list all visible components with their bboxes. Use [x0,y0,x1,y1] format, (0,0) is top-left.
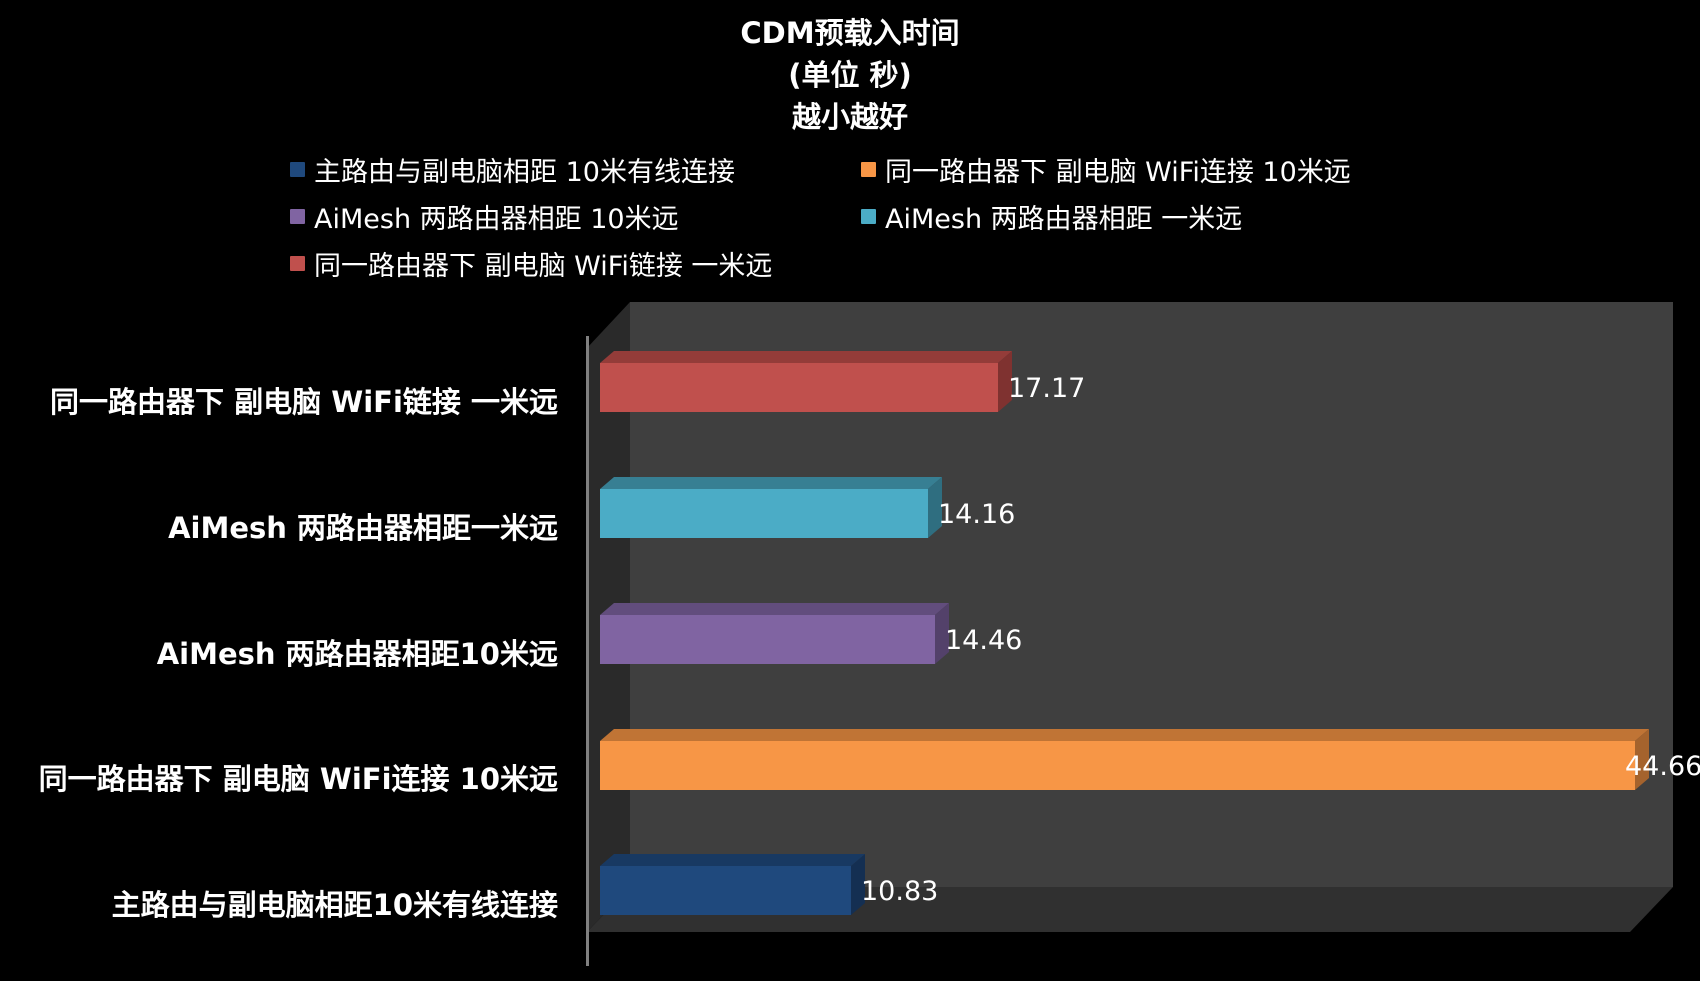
legend-swatch-icon [290,209,305,224]
category-label: 同一路由器下 副电脑 WiFi连接 10米远 [38,762,558,796]
bar-front-face [600,615,935,664]
category-label: 主路由与副电脑相距10米有线连接 [111,888,558,922]
legend-swatch-icon [290,162,305,177]
bar-front-face [600,866,851,915]
bar-side-face [1635,729,1649,790]
legend-item-wifi-10m: 同一路由器下 副电脑 WiFi连接 10米远 [861,150,1351,189]
category-axis-line [586,336,589,966]
data-label: 10.83 [861,876,939,907]
bar-top-face [600,729,1649,741]
bar-side-face [935,603,949,664]
legend-label: AiMesh 两路由器相距 10米远 [314,204,679,235]
bar-top-face [600,477,942,489]
bar-wifi-1m: 17.17 [600,351,1085,412]
legend-label: 主路由与副电脑相距 10米有线连接 [314,157,735,188]
bar-side-face [928,477,942,538]
data-label: 44.66 [1625,751,1700,782]
legend-item-aimesh-10m: AiMesh 两路由器相距 10米远 [290,197,679,236]
data-label: 14.46 [945,625,1023,656]
bar-aimesh-10m: 14.46 [600,603,1022,664]
bar-top-face [600,854,865,866]
legend-swatch-icon [861,209,876,224]
data-label: 17.17 [1008,373,1086,404]
title-line-3: 越小越好 [791,100,908,134]
category-label: AiMesh 两路由器相距10米远 [156,637,558,671]
bar-front-face [600,363,998,412]
bar-side-face [851,854,865,915]
bar-top-face [600,603,949,615]
legend-swatch-icon [290,256,305,271]
legend-label: 同一路由器下 副电脑 WiFi连接 10米远 [885,157,1351,188]
title-line-2: (单位 秒) [788,58,912,92]
bar-front-face [600,741,1635,790]
category-label: AiMesh 两路由器相距一米远 [168,511,558,545]
bar-wifi-10m: 44.66 [600,729,1700,790]
legend-item-wired-10m: 主路由与副电脑相距 10米有线连接 [290,150,735,189]
bar-wired-10m: 10.83 [600,854,938,915]
category-label: 同一路由器下 副电脑 WiFi链接 一米远 [50,385,558,419]
bar-front-face [600,489,928,538]
bar-aimesh-1m: 14.16 [600,477,1015,538]
bar-side-face [998,351,1012,412]
legend-item-wifi-1m: 同一路由器下 副电脑 WiFi链接 一米远 [290,244,772,283]
legend-item-aimesh-1m: AiMesh 两路由器相距 一米远 [861,197,1242,236]
legend-swatch-icon [861,162,876,177]
title-line-1: CDM预载入时间 [740,16,960,50]
legend-label: 同一路由器下 副电脑 WiFi链接 一米远 [314,251,773,282]
legend-label: AiMesh 两路由器相距 一米远 [885,204,1243,235]
data-label: 14.16 [938,499,1016,530]
bar-top-face [600,351,1012,363]
